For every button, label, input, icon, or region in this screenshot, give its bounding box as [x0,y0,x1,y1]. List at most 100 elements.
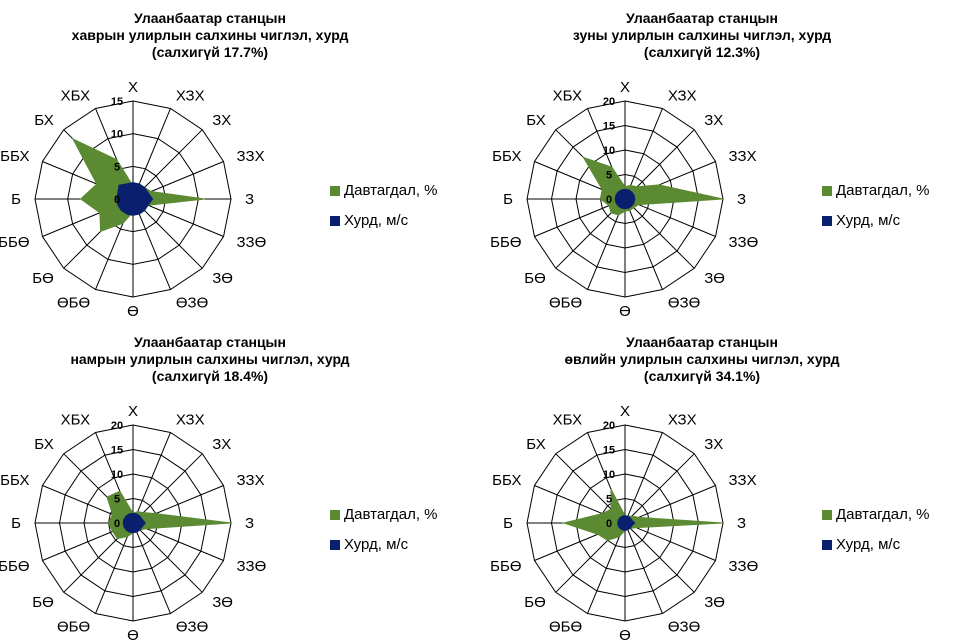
direction-label: З [245,515,254,532]
grid-spoke [624,522,663,614]
direction-label: ХБХ [553,88,583,105]
direction-label: ХЗХ [668,88,697,105]
direction-label: Х [620,403,630,420]
direction-label: ЗЗХ [236,472,264,489]
legend: Давтагдал, % Хурд, м/с [822,176,930,236]
direction-label: ЗХ [212,436,231,453]
legend-item-speed: Хурд, м/с [330,206,438,236]
direction-label: ББӨ [490,234,521,251]
direction-label: БӨ [524,594,546,611]
grid-spoke [587,522,626,614]
legend: Давтагдал, % Хурд, м/с [822,500,930,560]
direction-label: ХЗХ [668,412,697,429]
legend-label-speed: Хурд, м/с [344,212,409,229]
direction-label: ӨЗӨ [176,294,208,311]
direction-label: БӨ [32,594,54,611]
grid-spoke [132,522,203,593]
direction-label: З [737,515,746,532]
radial-tick-label: 10 [111,469,123,481]
direction-label: Х [128,403,138,420]
legend-label-speed: Хурд, м/с [344,536,409,553]
direction-label: ББӨ [0,558,30,575]
chart-title: Улаанбаатар станцын өвлийн улирлын салхи… [492,334,912,385]
direction-label: ББХ [0,148,29,165]
direction-label: ЗӨ [704,594,725,611]
direction-label: ЗЗХ [236,148,264,165]
grid-spoke [132,453,203,524]
legend-label-frequency: Давтагдал, % [836,182,930,199]
radial-tick-label: 10 [603,469,615,481]
grid-spoke [624,108,663,200]
direction-label: ЗЗӨ [728,234,758,251]
radial-tick-label: 20 [603,420,615,432]
direction-label: Ө [619,303,631,320]
speed-series-area [122,512,146,534]
grid-spoke [624,485,716,524]
speed-series-area [617,515,636,531]
direction-label: ХБХ [61,412,91,429]
direction-label: ӨБӨ [57,618,90,635]
grid-spoke [624,432,663,524]
direction-label: ББХ [492,148,521,165]
frequency-swatch [822,186,832,196]
direction-label: БӨ [524,270,546,287]
direction-label: ББХ [0,472,29,489]
frequency-series-area [561,488,724,541]
legend: Давтагдал, % Хурд, м/с [330,176,438,236]
direction-label: ХЗХ [176,412,205,429]
grid-spoke [95,522,134,614]
grid-spoke [624,198,716,237]
grid-spoke [624,522,695,593]
radial-tick-label: 15 [603,121,615,133]
direction-label: ЗӨ [212,594,233,611]
frequency-series-area [582,156,724,216]
chart-panel-autumn: Улаанбаатар станцын намрын улирлын салхи… [0,324,478,640]
frequency-swatch [330,510,340,520]
legend: Давтагдал, % Хурд, м/с [330,500,438,560]
direction-label: ХБХ [61,88,91,105]
direction-label: БХ [526,436,546,453]
legend-label-frequency: Давтагдал, % [344,506,438,523]
legend-label-speed: Хурд, м/с [836,212,901,229]
radial-tick-label: 0 [114,518,120,530]
direction-label: Б [503,515,513,532]
speed-swatch [330,540,340,550]
legend-item-frequency: Давтагдал, % [330,500,438,530]
legend-item-frequency: Давтагдал, % [330,176,438,206]
direction-label: БӨ [32,270,54,287]
grid-spoke [624,522,716,561]
direction-label: ББӨ [490,558,521,575]
direction-label: Ө [127,627,139,640]
frequency-series-area [106,490,232,540]
radial-tick-label: 0 [606,518,612,530]
legend-item-speed: Хурд, м/с [330,530,438,560]
speed-series-area [116,182,154,216]
chart-panel-summer: Улаанбаатар станцын зуны улирлын салхины… [490,0,957,320]
direction-label: ӨЗӨ [668,618,700,635]
radial-tick-label: 5 [606,170,612,182]
radial-tick-label: 15 [111,445,123,457]
direction-label: ӨЗӨ [176,618,208,635]
radial-tick-label: 5 [114,494,120,506]
direction-label: ӨБӨ [57,294,90,311]
direction-label: ЗЗӨ [236,234,266,251]
chart-title-line-1: Улаанбаатар станцын [134,334,286,350]
direction-label: ХЗХ [176,88,205,105]
legend-label-frequency: Давтагдал, % [344,182,438,199]
direction-label: ЗХ [704,112,723,129]
chart-title-line-1: Улаанбаатар станцын [626,334,778,350]
frequency-swatch [330,186,340,196]
radial-tick-label: 10 [111,129,123,141]
direction-label: Б [11,191,21,208]
direction-label: ЗӨ [212,270,233,287]
direction-label: ЗЗӨ [728,558,758,575]
legend-label-speed: Хурд, м/с [836,536,901,553]
chart-panel-winter: Улаанбаатар станцын өвлийн улирлын салхи… [490,324,957,640]
direction-label: Б [503,191,513,208]
direction-label: ЗЗӨ [236,558,266,575]
legend-item-frequency: Давтагдал, % [822,500,930,530]
